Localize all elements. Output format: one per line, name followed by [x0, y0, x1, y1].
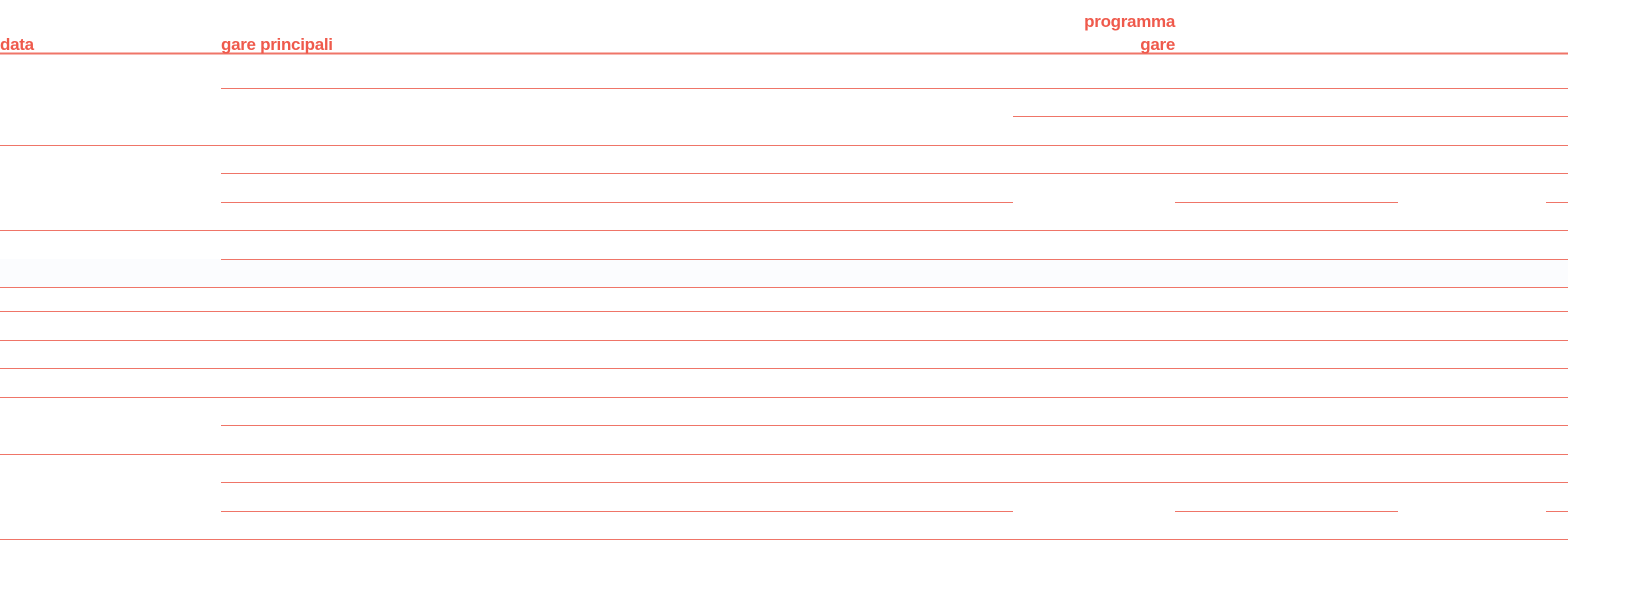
column-header[interactable]: programma gare — [1084, 12, 1175, 54]
column-header[interactable]: gare principali — [221, 35, 333, 54]
column-header[interactable]: data — [0, 35, 34, 54]
row-highlight — [0, 259, 1568, 287]
